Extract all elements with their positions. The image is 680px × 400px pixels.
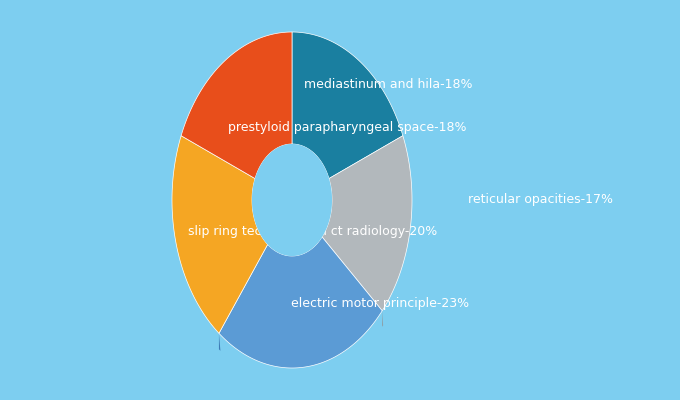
Ellipse shape [252, 144, 332, 256]
Text: reticular opacities-17%: reticular opacities-17% [468, 194, 613, 206]
Text: prestyloid parapharyngeal space-18%: prestyloid parapharyngeal space-18% [228, 122, 466, 134]
PathPatch shape [292, 32, 403, 178]
PathPatch shape [219, 237, 382, 368]
PathPatch shape [382, 152, 412, 327]
PathPatch shape [172, 136, 219, 349]
Text: mediastinum and hila-18%: mediastinum and hila-18% [304, 78, 472, 90]
Text: electric motor principle-23%: electric motor principle-23% [291, 298, 469, 310]
PathPatch shape [322, 136, 412, 311]
Text: slip ring technology in ct radiology-20%: slip ring technology in ct radiology-20% [188, 226, 437, 238]
PathPatch shape [172, 136, 268, 333]
PathPatch shape [181, 32, 292, 178]
PathPatch shape [219, 327, 382, 384]
